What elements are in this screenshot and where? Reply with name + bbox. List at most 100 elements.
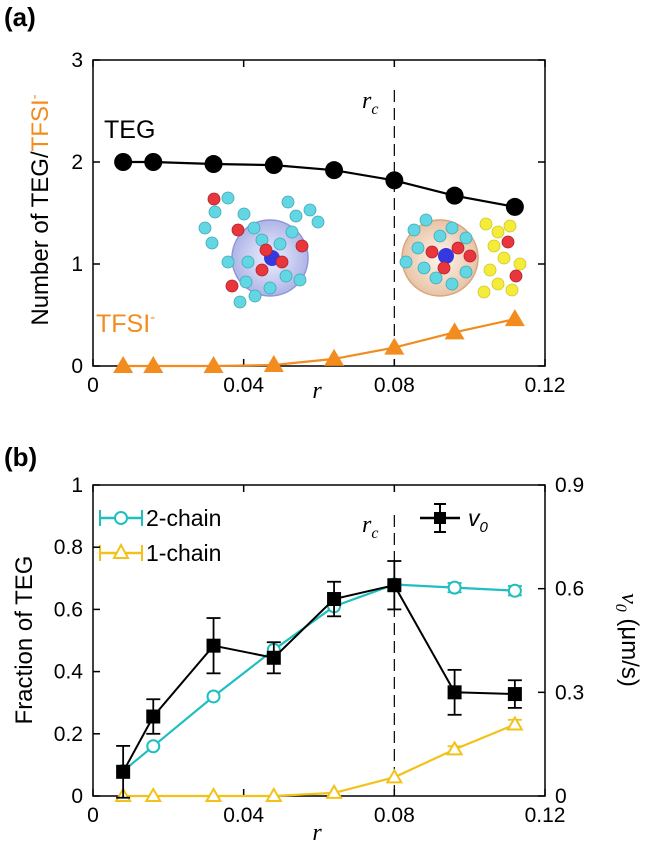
panel-b-ylabel-right-v: v <box>616 593 642 604</box>
panel-a-ylabel: Number of TEG/TFSI- <box>26 94 54 325</box>
tfsi-series-label: TFSI- <box>96 309 155 338</box>
one-chain-point <box>385 768 404 784</box>
tfsi-point <box>384 337 405 355</box>
legend-1chain-marker <box>112 542 130 559</box>
panel-a-ylabel-tfsi: TFSI <box>27 99 54 151</box>
panel-a-ytick-label: 1 <box>71 253 83 276</box>
panel-b-rc-sub: c <box>371 525 378 542</box>
v0-point <box>266 650 281 665</box>
teg-point <box>385 171 404 190</box>
one-chain-point <box>506 715 524 731</box>
tfsi-series-label-text: TFSI <box>96 310 150 338</box>
panel-a-xtick-label: 0 <box>87 374 99 397</box>
panel-b-ylabel-right: v0 (μm/s) <box>612 593 643 687</box>
one-chain-point <box>265 787 283 802</box>
panel-b-rc-r: r <box>362 512 372 538</box>
v0-line <box>122 584 515 773</box>
panel-a-ylabel-prefix: Number of TEG/ <box>27 151 54 326</box>
panel-a-frame <box>92 59 546 367</box>
panel-b: (b) Fraction of TEG v0 (μm/s) r rc 2-cha… <box>4 442 643 846</box>
panel-a-rc-sub: c <box>371 101 378 118</box>
panel-b-xlabel: r <box>312 820 322 846</box>
legend-1chain-label: 1-chain <box>146 540 221 566</box>
panel-b-ytick-right-label: 0.6 <box>555 578 584 601</box>
molecule-inset-right <box>399 213 527 299</box>
panel-b-xtick-label: 0.12 <box>525 804 566 827</box>
panel-b-ytick-right-label: 0.3 <box>555 681 584 704</box>
legend-v0-marker <box>434 512 446 524</box>
panel-b-legend: 2-chain 1-chain v0 <box>99 503 489 566</box>
legend-v0-v: v <box>468 505 481 531</box>
panel-a-xlabel: r <box>312 378 322 404</box>
panel-a-plot: 0 0.04 0.08 0.12 0 1 2 3 <box>71 49 565 397</box>
panel-b-ytick-label: 0.4 <box>54 661 84 684</box>
panel-b-ylabel-right-sub: 0 <box>612 604 629 612</box>
teg-point <box>114 153 133 171</box>
panel-b-ylabel: Fraction of TEG <box>11 556 38 725</box>
panel-b-ytick-right-label: 0 <box>555 785 567 808</box>
one-chain-point <box>204 787 223 802</box>
tfsi-point <box>504 309 525 327</box>
two-chain-point <box>447 580 462 595</box>
panel-b-ylabel-right-unit: (μm/s) <box>616 612 643 687</box>
teg-point <box>325 161 344 180</box>
panel-a-xtick-label: 0.04 <box>223 374 264 397</box>
panel-b-ytick-label: 0.6 <box>54 598 83 621</box>
v0-point <box>146 709 161 724</box>
legend-2chain-marker <box>114 511 128 525</box>
panel-a-ylabel-sup: - <box>26 94 43 99</box>
tfsi-series-label-sup: - <box>150 309 155 326</box>
panel-a-xtick-label: 0.08 <box>374 374 415 397</box>
tfsi-line <box>123 318 516 368</box>
one-chain-point <box>445 740 464 756</box>
panel-b-xtick-label: 0 <box>87 804 99 827</box>
panel-b-ytick-label: 0.8 <box>54 536 83 559</box>
teg-point <box>505 197 524 216</box>
legend-v0-sub: 0 <box>480 519 489 536</box>
tfsi-point <box>203 356 224 373</box>
one-chain-point <box>144 787 163 802</box>
teg-series-label: TEG <box>104 116 155 144</box>
v0-point <box>116 764 131 779</box>
panel-a-xtick-label: 0.12 <box>525 374 566 397</box>
panel-a-rc-r: r <box>362 88 372 114</box>
one-chain-point <box>325 783 343 799</box>
panel-a-ytick-label: 2 <box>71 151 83 174</box>
two-chain-point <box>507 583 522 598</box>
legend-v0-label: v0 <box>468 505 489 536</box>
panel-b-ytick-label: 0.2 <box>54 723 83 746</box>
panel-a-label: (a) <box>4 2 36 32</box>
teg-point <box>445 186 464 205</box>
two-chain-point <box>206 689 221 704</box>
v0-point <box>327 592 342 607</box>
one-chain-line <box>123 723 516 798</box>
panel-a-ytick-label: 0 <box>71 355 83 378</box>
tfsi-point <box>444 322 465 340</box>
molecule-inset-left <box>198 191 325 309</box>
panel-a-rc-label: rc <box>362 88 378 118</box>
panel-b-rc-label: rc <box>362 512 378 542</box>
panel-b-ytick-right-label: 0.9 <box>555 474 584 497</box>
v0-point <box>447 685 462 700</box>
tfsi-point <box>324 348 345 366</box>
teg-point <box>264 156 283 175</box>
legend-2chain-label: 2-chain <box>146 505 221 531</box>
teg-point <box>144 153 163 171</box>
v0-point <box>507 687 522 702</box>
teg-point <box>204 155 223 174</box>
teg-line <box>123 160 516 208</box>
panel-b-frame <box>92 484 546 797</box>
panel-b-ytick-label: 0 <box>71 785 83 808</box>
v0-point <box>387 578 402 593</box>
v0-point <box>206 638 221 653</box>
panel-b-label: (b) <box>4 442 37 472</box>
panel-b-xtick-label: 0.04 <box>223 804 264 827</box>
panel-a: (a) Number of TEG/TFSI- r rc TEG TFSI- <box>4 2 565 404</box>
two-chain-point <box>146 739 161 754</box>
panel-b-xtick-label: 0.08 <box>374 804 415 827</box>
panel-a-ytick-label: 3 <box>71 49 83 72</box>
tfsi-point <box>113 356 134 373</box>
panel-b-ytick-label: 1 <box>71 474 83 497</box>
